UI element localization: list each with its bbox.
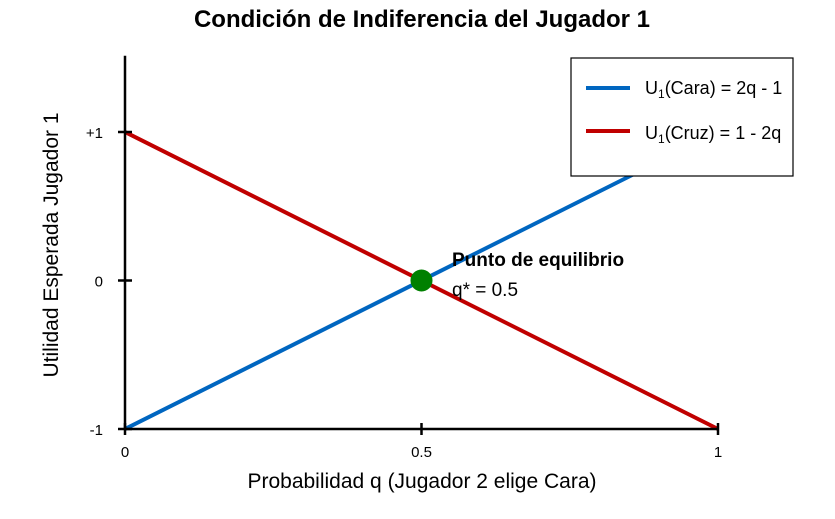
equilibrium-label: Punto de equilibrio bbox=[452, 250, 624, 271]
legend-entry-cara: U1(Cara) = 2q - 1 bbox=[645, 78, 782, 101]
y-tick-label: -1 bbox=[90, 422, 103, 439]
x-tick-label: 1 bbox=[714, 444, 722, 461]
y-tick-label: 0 bbox=[95, 274, 103, 291]
equilibrium-value-label: q* = 0.5 bbox=[452, 280, 518, 301]
equilibrium-point bbox=[410, 269, 433, 292]
y-tick-label: +1 bbox=[86, 125, 103, 142]
x-tick-label: 0 bbox=[121, 444, 129, 461]
x-axis-label: Probabilidad q (Jugador 2 elige Cara) bbox=[247, 470, 596, 493]
ticks: 0 0.5 1 -1 0 +1 bbox=[86, 125, 722, 461]
legend-box bbox=[570, 57, 794, 177]
legend: U1(Cara) = 2q - 1 U1(Cruz) = 1 - 2q bbox=[570, 57, 794, 177]
legend-entry-cruz: U1(Cruz) = 1 - 2q bbox=[645, 123, 781, 146]
y-axis-label: Utilidad Esperada Jugador 1 bbox=[40, 112, 63, 377]
plot-area: 0 0.5 1 -1 0 +1 bbox=[86, 55, 722, 461]
x-tick-label: 0.5 bbox=[411, 444, 432, 461]
equilibrium-markers bbox=[410, 269, 433, 292]
chart-title: Condición de Indiferencia del Jugador 1 bbox=[194, 6, 650, 33]
